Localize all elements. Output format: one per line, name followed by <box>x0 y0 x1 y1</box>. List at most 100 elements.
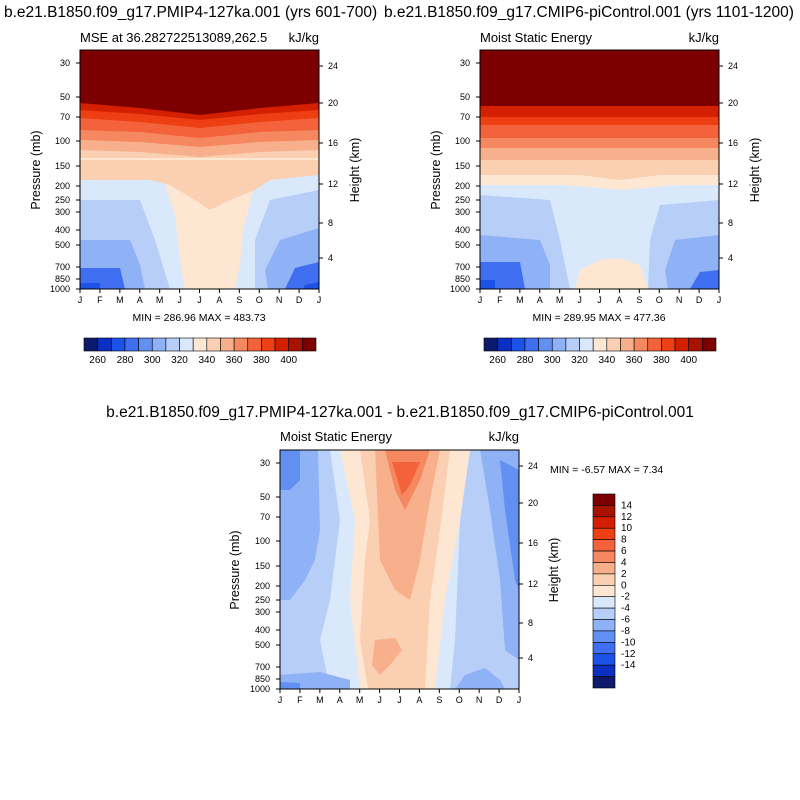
colorbar-swatch <box>151 337 167 352</box>
x-tick-label: M <box>316 695 324 705</box>
colorbar-swatch <box>565 337 580 352</box>
colorbar-swatch <box>592 584 616 598</box>
colorbar-label: 8 <box>621 535 627 546</box>
colorbar-swatch <box>688 337 703 352</box>
x-tick-label: N <box>676 295 683 305</box>
colorbar: 260 280 300 320 340 360 380 400 <box>83 337 317 366</box>
x-tick-label: D <box>296 295 303 305</box>
height-tick-label: 16 <box>728 138 738 148</box>
y-tick-label: 400 <box>255 625 270 635</box>
colorbar-swatch <box>97 337 112 352</box>
y-tick-label: 1000 <box>50 284 70 294</box>
y-tick-label: 250 <box>455 195 470 205</box>
panel-picontrol: b.e21.B1850.f09_g17.CMIP6-piControl.001 … <box>384 4 794 366</box>
colorbar-label: -10 <box>621 637 636 648</box>
colorbar-label: 340 <box>198 355 215 366</box>
colorbar-swatch <box>592 653 616 666</box>
contour-field <box>480 50 719 289</box>
colorbar-swatch <box>179 337 194 352</box>
colorbar-label: 260 <box>489 355 506 366</box>
colorbar-swatch <box>233 337 249 352</box>
y-tick-label: 850 <box>255 674 270 684</box>
panel-title: b.e21.B1850.f09_g17.CMIP6-piControl.001 … <box>384 4 794 21</box>
x-tick-label: J <box>577 295 582 305</box>
y-tick-label: 850 <box>55 274 70 284</box>
height-tick-label: 4 <box>528 653 533 663</box>
colorbar-swatch <box>702 337 717 352</box>
x-tick-label: A <box>216 295 222 305</box>
colorbar-swatch <box>138 337 153 352</box>
colorbar-swatch <box>592 573 616 586</box>
height-tick-label: 24 <box>528 461 538 471</box>
colorbar-label: 360 <box>626 355 643 366</box>
colorbar-swatch <box>497 337 512 352</box>
x-tick-label: D <box>496 695 503 705</box>
x-tick-label: F <box>297 695 303 705</box>
colorbar-label: 360 <box>226 355 243 366</box>
x-tick-label: J <box>317 295 322 305</box>
y-axis-right-label: Height (km) <box>748 138 762 203</box>
x-tick-label: J <box>397 695 402 705</box>
colorbar-swatch <box>274 337 290 352</box>
y-tick-label: 250 <box>255 595 270 605</box>
y-tick-label: 500 <box>455 240 470 250</box>
colorbar-label: 260 <box>89 355 106 366</box>
x-tick-label: F <box>497 295 503 305</box>
y-tick-label: 30 <box>460 58 470 68</box>
colorbar-label: -8 <box>621 626 630 637</box>
x-tick-label: J <box>377 695 382 705</box>
colorbar-label: -6 <box>621 615 630 626</box>
y-ticks-height: 24 20 16 12 8 4 <box>319 61 338 263</box>
colorbar-swatch <box>661 337 676 352</box>
colorbar-swatch <box>110 337 126 352</box>
colorbar-label: 2 <box>621 569 627 580</box>
colorbar-swatch <box>579 337 594 352</box>
y-tick-label: 100 <box>455 136 470 146</box>
y-tick-label: 50 <box>460 92 470 102</box>
colorbar-label: 0 <box>621 580 627 591</box>
height-tick-label: 20 <box>728 98 738 108</box>
colorbar-label: 14 <box>621 500 633 511</box>
colorbar-label: 12 <box>621 512 633 523</box>
figure-main-title: b.e21.B1850.f09_g17.PMIP4-127ka.001 - b.… <box>106 404 694 421</box>
colorbar-label: 320 <box>171 355 188 366</box>
y-tick-label: 400 <box>455 225 470 235</box>
colorbar-label: 340 <box>598 355 615 366</box>
panel-units: kJ/kg <box>489 429 519 444</box>
colorbar-swatch <box>633 337 649 352</box>
y-tick-label: 50 <box>60 92 70 102</box>
height-tick-label: 24 <box>328 61 338 71</box>
colorbar-swatch <box>524 337 539 352</box>
y-ticks-height: 24 20 16 12 8 4 <box>519 461 538 663</box>
colorbar-swatch <box>592 562 616 575</box>
colorbar-label: 400 <box>680 355 697 366</box>
y-tick-label: 150 <box>255 561 270 571</box>
colorbar-swatch <box>674 337 690 352</box>
x-tick-label: M <box>516 295 524 305</box>
y-tick-label: 1000 <box>250 684 270 694</box>
y-tick-label: 70 <box>260 512 270 522</box>
x-tick-label: J <box>517 695 522 705</box>
x-tick-label: J <box>278 695 283 705</box>
colorbar-swatch <box>483 337 498 352</box>
colorbar-swatch <box>510 337 526 352</box>
colorbar-swatch <box>592 664 616 677</box>
y-tick-label: 700 <box>255 662 270 672</box>
colorbar-swatch <box>592 505 616 518</box>
y-tick-label: 50 <box>260 492 270 502</box>
colorbar-swatch <box>592 607 616 620</box>
colorbar-swatch <box>124 337 139 352</box>
x-tick-label: A <box>337 695 343 705</box>
height-tick-label: 8 <box>528 618 533 628</box>
panel-subtitle-left: MSE at 36.282722513089,262.5 <box>80 30 267 45</box>
x-tick-label: S <box>236 295 242 305</box>
colorbar-swatch <box>592 516 616 529</box>
panel-127ka: b.e21.B1850.f09_g17.PMIP4-127ka.001 (yrs… <box>4 4 377 366</box>
panel-difference: b.e21.B1850.f09_g17.PMIP4-127ka.001 - b.… <box>106 404 694 705</box>
y-tick-label: 30 <box>260 458 270 468</box>
y-tick-label: 300 <box>255 607 270 617</box>
y-axis-label: Pressure (mb) <box>29 130 43 209</box>
x-tick-label: N <box>476 695 483 705</box>
colorbar-label: 4 <box>621 557 627 568</box>
